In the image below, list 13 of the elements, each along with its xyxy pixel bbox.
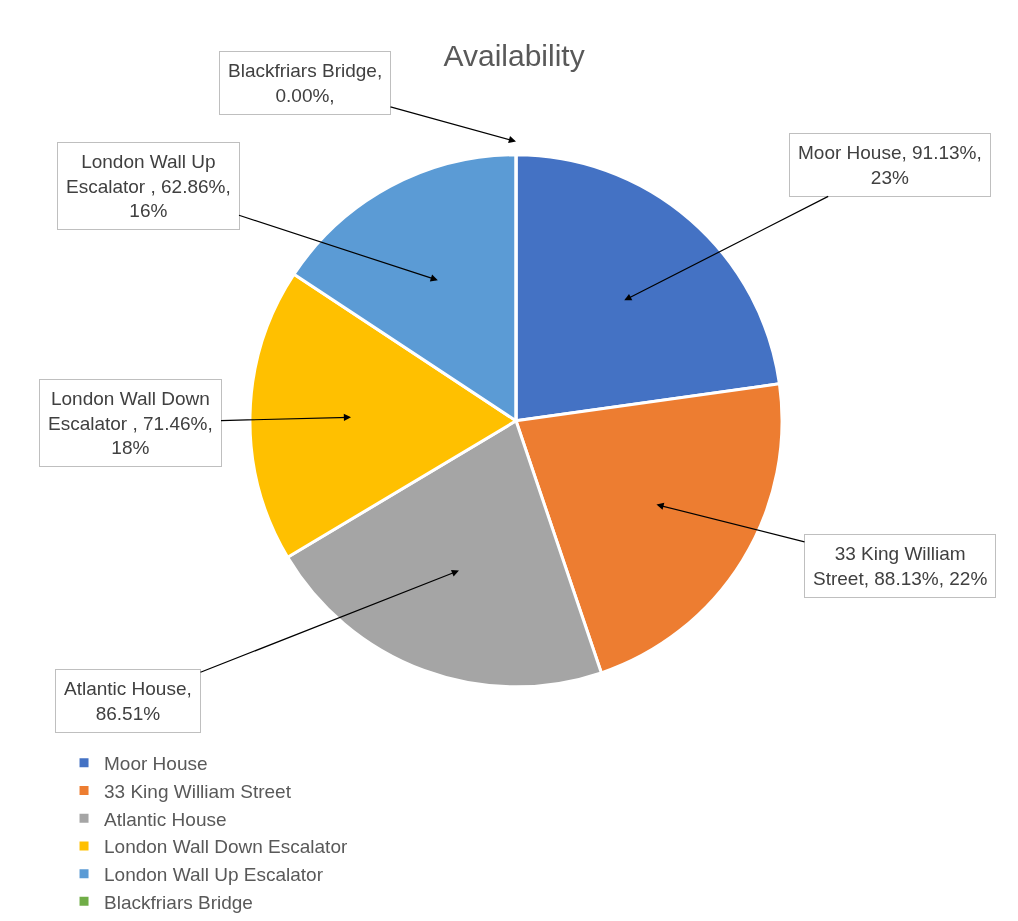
chart-title: Availability [443, 38, 585, 72]
legend-label: Moor House [104, 753, 208, 775]
legend-label: Blackfriars Bridge [104, 891, 253, 913]
legend-label: 33 King William Street [104, 780, 292, 802]
text: Blackfriars Bridge, 0.00%, [228, 60, 383, 106]
data-label: London Wall Down Escalator , 71.46%, 18% [48, 388, 213, 459]
legend-label: Atlantic House [104, 808, 227, 830]
legend-label: London Wall Up Escalator [104, 864, 324, 886]
legend-label: London Wall Down Escalator [104, 836, 348, 858]
data-label: Moor House, 91.13%, 23% [798, 142, 982, 188]
data-label: Atlantic House, 86.51% [64, 678, 192, 724]
data-label: London Wall Up Escalator , 62.86%, 16% [66, 151, 231, 222]
data-label: 33 King William Street, 88.13%, 22% [813, 543, 988, 589]
